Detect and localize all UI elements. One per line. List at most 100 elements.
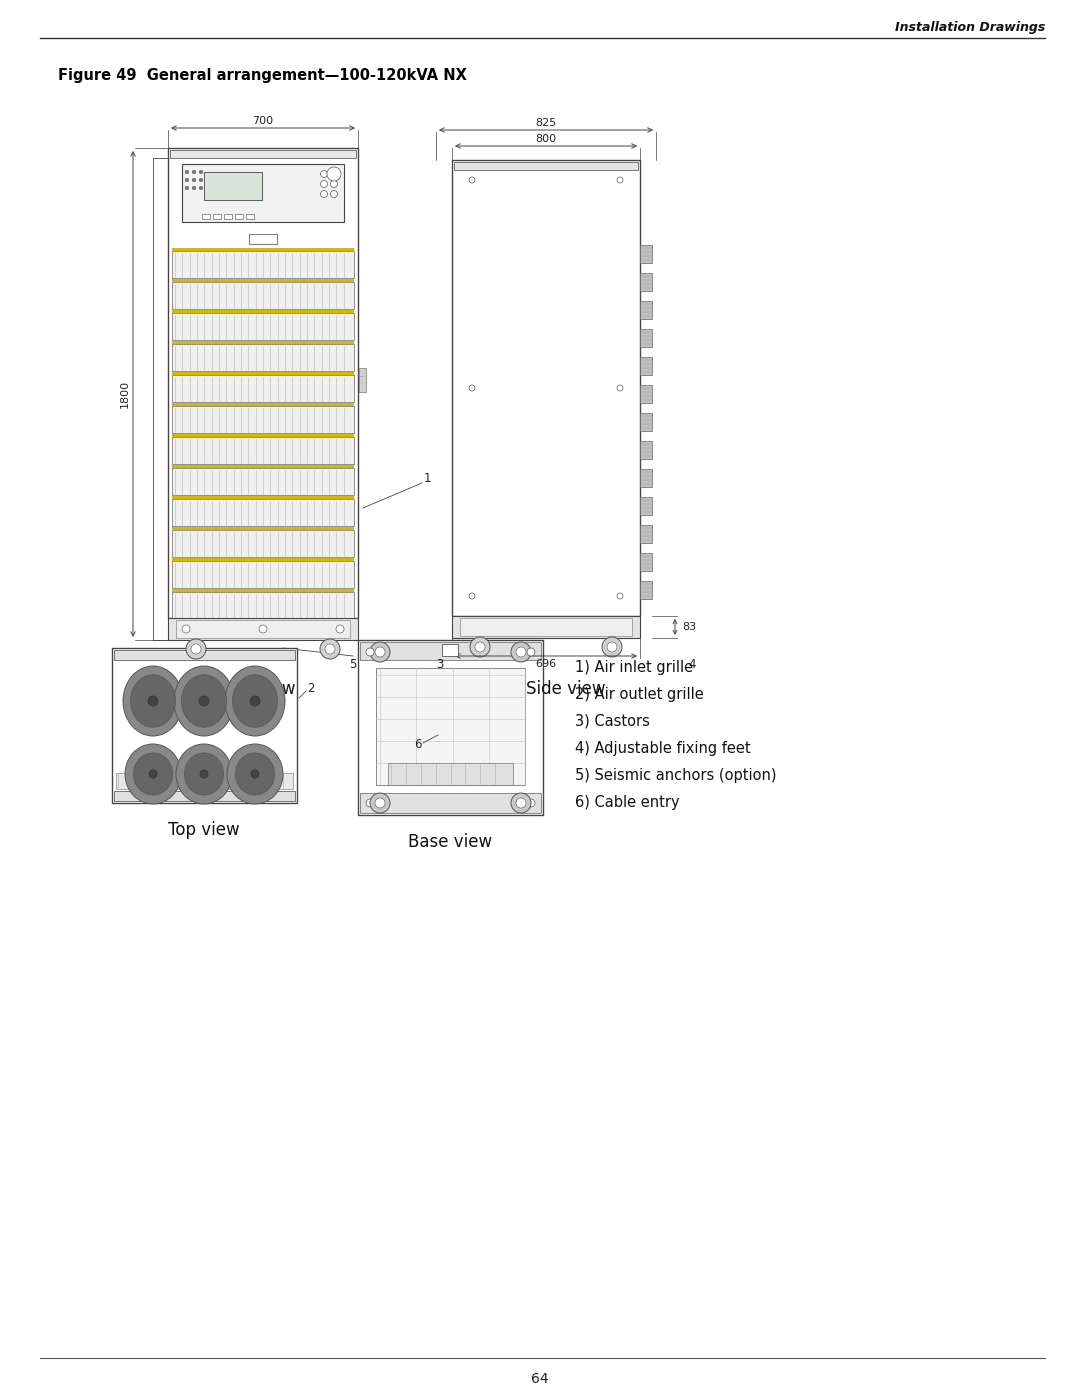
- Bar: [114, 791, 295, 800]
- Bar: [640, 497, 652, 515]
- Bar: [172, 310, 354, 313]
- Ellipse shape: [185, 753, 224, 795]
- Circle shape: [186, 638, 206, 659]
- Circle shape: [321, 190, 327, 197]
- Ellipse shape: [125, 745, 181, 805]
- Ellipse shape: [131, 675, 175, 728]
- Bar: [183, 163, 345, 222]
- Bar: [172, 562, 354, 588]
- Bar: [442, 644, 458, 657]
- Circle shape: [320, 638, 340, 659]
- Text: Installation Drawings: Installation Drawings: [894, 21, 1045, 34]
- Circle shape: [370, 793, 390, 813]
- Circle shape: [200, 770, 208, 778]
- Text: 700: 700: [253, 116, 273, 126]
- Circle shape: [192, 186, 195, 190]
- Circle shape: [148, 696, 158, 705]
- Text: 4: 4: [688, 658, 696, 671]
- Bar: [640, 441, 652, 460]
- Bar: [176, 620, 350, 638]
- Circle shape: [192, 179, 195, 182]
- Ellipse shape: [181, 675, 227, 728]
- Circle shape: [527, 648, 535, 657]
- Circle shape: [330, 190, 337, 197]
- Bar: [460, 617, 632, 636]
- Bar: [170, 149, 356, 158]
- Circle shape: [511, 643, 531, 662]
- Bar: [376, 668, 525, 785]
- Bar: [172, 590, 354, 592]
- Bar: [640, 330, 652, 346]
- Bar: [640, 581, 652, 599]
- Circle shape: [469, 592, 475, 599]
- Circle shape: [602, 637, 622, 657]
- Text: Base view: Base view: [408, 833, 492, 851]
- Text: 800: 800: [536, 134, 556, 144]
- Ellipse shape: [176, 745, 232, 805]
- Text: 825: 825: [536, 117, 556, 129]
- Bar: [172, 374, 354, 402]
- Bar: [453, 161, 640, 616]
- Bar: [640, 386, 652, 402]
- Ellipse shape: [227, 745, 283, 805]
- Bar: [172, 341, 354, 344]
- Text: 4) Adjustable fixing feet: 4) Adjustable fixing feet: [575, 740, 751, 756]
- Text: 6) Cable entry: 6) Cable entry: [575, 795, 679, 810]
- Ellipse shape: [235, 753, 274, 795]
- Bar: [172, 344, 354, 372]
- Text: 2) Air outlet grille: 2) Air outlet grille: [575, 687, 704, 703]
- Circle shape: [469, 386, 475, 391]
- Circle shape: [617, 592, 623, 599]
- Circle shape: [325, 644, 335, 654]
- Bar: [388, 763, 513, 785]
- Bar: [168, 617, 357, 640]
- Circle shape: [527, 799, 535, 807]
- Circle shape: [336, 624, 345, 633]
- Circle shape: [149, 770, 157, 778]
- Circle shape: [327, 168, 341, 182]
- Circle shape: [251, 770, 259, 778]
- Ellipse shape: [123, 666, 183, 736]
- Bar: [172, 529, 354, 557]
- Bar: [172, 279, 354, 282]
- Circle shape: [511, 793, 531, 813]
- Text: 5: 5: [349, 658, 356, 671]
- Bar: [640, 272, 652, 291]
- Ellipse shape: [225, 666, 285, 736]
- Circle shape: [259, 624, 267, 633]
- Circle shape: [185, 186, 189, 190]
- Bar: [112, 648, 297, 803]
- Bar: [640, 553, 652, 571]
- Circle shape: [366, 799, 374, 807]
- Bar: [359, 367, 366, 393]
- Text: 64: 64: [531, 1372, 549, 1386]
- Bar: [172, 251, 354, 278]
- Bar: [640, 300, 652, 319]
- Circle shape: [321, 180, 327, 187]
- Circle shape: [199, 179, 203, 182]
- Text: Side view: Side view: [526, 680, 606, 698]
- Bar: [172, 402, 354, 407]
- Ellipse shape: [232, 675, 278, 728]
- Text: 83: 83: [681, 622, 697, 631]
- Bar: [172, 499, 354, 527]
- Bar: [213, 214, 221, 219]
- Bar: [453, 616, 640, 638]
- Text: Top view: Top view: [168, 821, 240, 840]
- Circle shape: [185, 170, 189, 173]
- Text: 5) Seismic anchors (option): 5) Seismic anchors (option): [575, 768, 777, 782]
- Text: Figure 49  General arrangement—100-120kVA NX: Figure 49 General arrangement—100-120kVA…: [58, 68, 467, 82]
- Bar: [360, 643, 541, 659]
- Circle shape: [516, 798, 526, 807]
- Ellipse shape: [174, 666, 234, 736]
- Circle shape: [469, 177, 475, 183]
- Bar: [640, 358, 652, 374]
- Text: 696: 696: [536, 659, 556, 669]
- Bar: [172, 313, 354, 339]
- Text: 3) Castors: 3) Castors: [575, 714, 650, 729]
- Bar: [172, 557, 354, 562]
- Text: 1: 1: [424, 472, 432, 485]
- Bar: [360, 793, 541, 813]
- Circle shape: [185, 179, 189, 182]
- Ellipse shape: [134, 753, 173, 795]
